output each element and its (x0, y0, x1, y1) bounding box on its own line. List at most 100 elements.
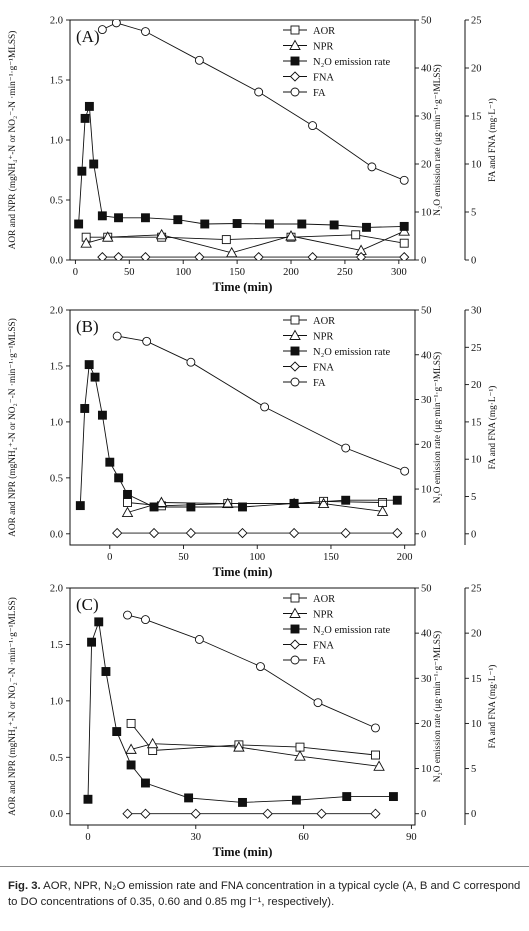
point-fa (254, 87, 264, 97)
x-axis-label: Time (min) (213, 845, 273, 859)
point-fna (370, 808, 381, 819)
y-right1-axis-label: N₂O emission rate (μg·min⁻¹·g⁻¹MLSS) (432, 631, 443, 782)
y-right1-tick-label: 10 (421, 485, 432, 496)
point-n-o-emission-rate (123, 489, 132, 499)
point-fa (112, 331, 122, 341)
y-right2-tick-label: 5 (471, 492, 476, 503)
point-n-o-emission-rate (149, 502, 159, 512)
legend-marker-n-o-emission-rate (290, 346, 300, 356)
legend-label-aor: AOR (313, 26, 335, 37)
y-right1-axis-label: N₂O emission rate (μg·min⁻¹·g⁻¹MLSS) (432, 352, 443, 503)
legend-marker-fa (290, 655, 300, 665)
y-right2-tick-label: 30 (471, 306, 482, 317)
y-right1-tick-label: 30 (421, 674, 432, 685)
x-tick-label: 30 (191, 832, 202, 843)
y-left-tick-label: 0.0 (50, 256, 63, 267)
point-n-o-emission-rate (388, 792, 398, 802)
point-n-o-emission-rate (200, 219, 210, 229)
y-right2-tick-label: 0 (471, 529, 476, 540)
point-aor (126, 718, 136, 728)
y-right1-tick-label: 20 (421, 440, 432, 451)
figure-caption: Fig. 3. AOR, NPR, N₂O emission rate and … (0, 872, 529, 922)
point-n-o-emission-rate (141, 213, 150, 223)
point-n-o-emission-rate (105, 457, 115, 467)
x-tick-label: 0 (107, 552, 112, 563)
legend-marker-fa (290, 377, 300, 387)
legend-marker-aor (290, 593, 300, 603)
series-layer (75, 331, 410, 539)
point-npr (121, 506, 134, 517)
point-n-o-emission-rate (362, 222, 371, 232)
point-fna (399, 251, 410, 260)
panel-label: (A) (76, 27, 100, 46)
y-right2-tick-label: 20 (471, 380, 482, 391)
y-right1-tick-label: 40 (421, 64, 432, 75)
point-fa (260, 402, 270, 412)
legend-label-n-o-emission-rate: N₂O emission rate (313, 57, 390, 68)
point-n-o-emission-rate (114, 473, 124, 483)
series-line-n-o-emission-rate (79, 362, 398, 508)
point-fa (194, 55, 204, 65)
legend-label-fna: FNA (313, 641, 334, 652)
point-fa (341, 443, 351, 453)
caption-divider (0, 866, 529, 867)
point-fna (97, 251, 108, 260)
point-npr (101, 231, 114, 242)
point-npr (221, 497, 234, 509)
point-n-o-emission-rate (399, 221, 409, 231)
point-npr (155, 496, 168, 507)
point-fa (313, 698, 323, 708)
point-aor (371, 750, 380, 760)
panel-label: (B) (76, 317, 99, 336)
y-right2-tick-label: 10 (471, 455, 482, 466)
y-right2-tick-label: 25 (471, 343, 482, 354)
caption-text: AOR, NPR, N₂O emission rate and FNA conc… (8, 880, 521, 908)
series-line-n-o-emission-rate (78, 106, 405, 228)
y-left-tick-label: 1.0 (50, 696, 63, 707)
point-fna (288, 527, 300, 539)
series-layer (83, 610, 398, 819)
point-fa (367, 162, 377, 172)
y-left-tick-label: 0.0 (50, 529, 63, 540)
x-tick-label: 150 (229, 267, 245, 278)
point-npr (317, 497, 330, 509)
y-right2-tick-label: 25 (471, 584, 482, 595)
point-n-o-emission-rate (341, 495, 351, 505)
point-n-o-emission-rate (186, 502, 196, 512)
x-tick-label: 50 (178, 552, 189, 563)
legend-marker-fna (289, 71, 301, 82)
y-right1-tick-label: 30 (421, 112, 432, 123)
point-n-o-emission-rate (77, 166, 87, 176)
x-tick-label: 50 (124, 267, 135, 278)
legend-marker-npr (289, 607, 301, 618)
series-line-n-o-emission-rate (87, 621, 394, 803)
y-left-tick-label: 0.0 (50, 809, 63, 820)
point-fna (316, 808, 327, 819)
y-right2-tick-label: 20 (471, 629, 482, 640)
point-npr (233, 741, 245, 752)
y-right2-tick-label: 20 (471, 64, 482, 75)
y-right1-tick-label: 0 (421, 256, 426, 267)
x-tick-label: 300 (391, 267, 407, 278)
point-aor (378, 498, 388, 507)
point-n-o-emission-rate (101, 667, 111, 676)
x-tick-label: 100 (175, 267, 191, 278)
point-n-o-emission-rate (291, 795, 301, 805)
point-fa (400, 466, 410, 476)
point-n-o-emission-rate (289, 498, 299, 508)
x-axis-label: Time (min) (213, 280, 273, 294)
y-left-tick-label: 1.0 (50, 417, 63, 428)
series-layer (74, 20, 410, 260)
point-fna (237, 527, 248, 539)
y-right1-tick-label: 0 (421, 809, 426, 820)
point-fna (253, 251, 264, 260)
point-fna (140, 251, 151, 260)
y-right2-tick-label: 15 (471, 674, 482, 685)
y-left-axis-label: AOR and NPR (mgNH₄⁺-N or NO₂⁻-N ·min⁻¹·g… (7, 318, 18, 537)
point-fa (256, 662, 265, 671)
point-fna (355, 251, 367, 260)
point-fa (141, 615, 150, 625)
y-right1-tick-label: 10 (421, 764, 432, 775)
